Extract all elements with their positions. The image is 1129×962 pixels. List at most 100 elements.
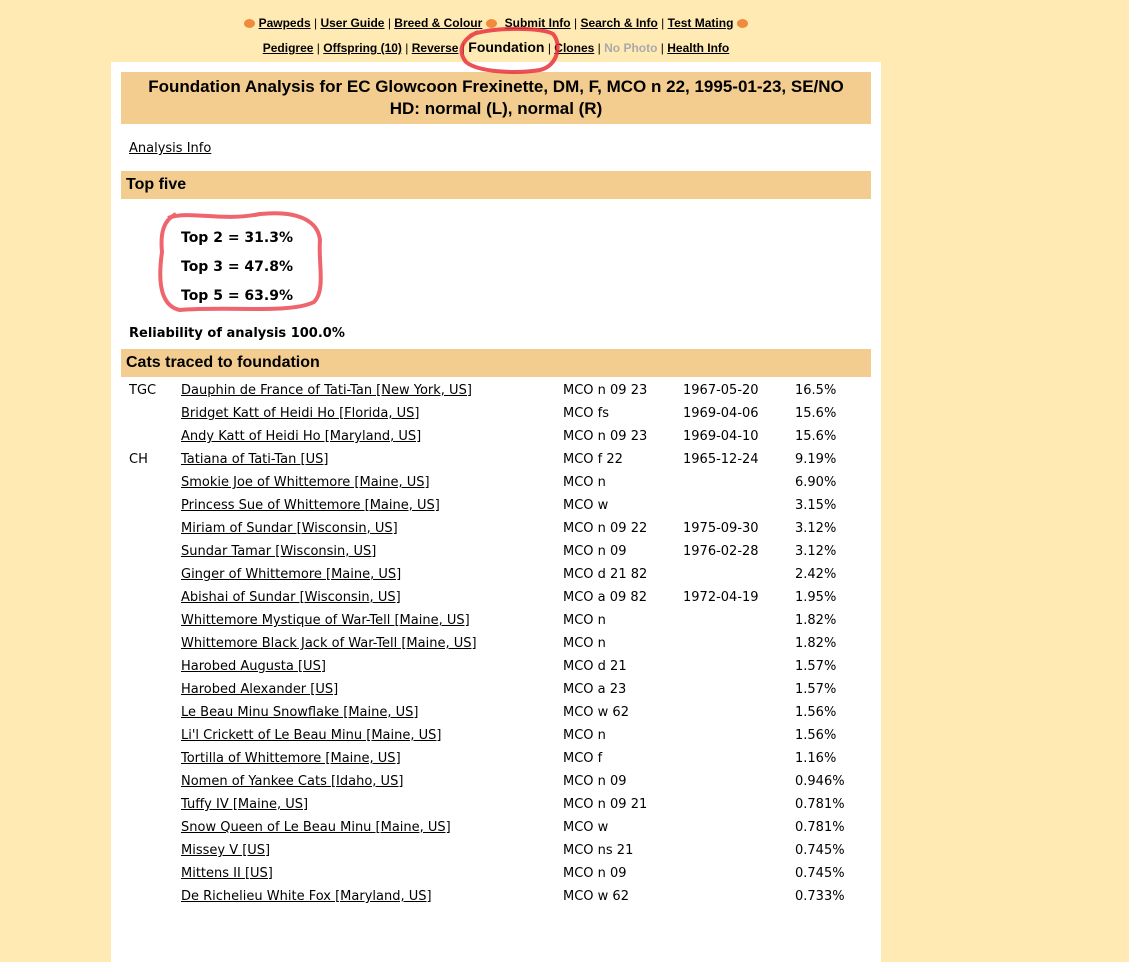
cat-name-link[interactable]: Dauphin de France of Tati-Tan [New York,…: [181, 383, 472, 398]
analysis-info-link[interactable]: Analysis Info: [129, 141, 212, 156]
cat-name-link[interactable]: Snow Queen of Le Beau Minu [Maine, US]: [181, 820, 451, 835]
cat-percentage: 1.57%: [795, 659, 837, 674]
cat-breed: MCO w: [563, 820, 609, 835]
cat-name-link[interactable]: Mittens II [US]: [181, 866, 273, 881]
title-line-1: Foundation Analysis for EC Glowcoon Frex…: [148, 77, 844, 96]
cat-title: TGC: [129, 383, 157, 398]
reliability-text: Reliability of analysis 100.0%: [129, 326, 345, 341]
cat-percentage: 0.781%: [795, 797, 845, 812]
cat-title: CH: [129, 452, 148, 467]
cat-breed: MCO n 09 23: [563, 429, 648, 444]
page-title: Foundation Analysis for EC Glowcoon Frex…: [121, 72, 871, 124]
cat-name-link[interactable]: Sundar Tamar [Wisconsin, US]: [181, 544, 377, 559]
nav-offspring[interactable]: Offspring (10): [323, 41, 402, 55]
cat-name-link[interactable]: Whittemore Black Jack of War-Tell [Maine…: [181, 636, 477, 651]
cat-percentage: 1.57%: [795, 682, 837, 697]
cat-breed: MCO n 09: [563, 544, 627, 559]
cat-percentage: 1.95%: [795, 590, 837, 605]
top-3-value: Top 3 = 47.8%: [181, 259, 293, 275]
nav-foundation-current: Foundation: [468, 39, 545, 55]
cat-percentage: 0.733%: [795, 889, 845, 904]
cat-percentage: 1.16%: [795, 751, 837, 766]
nav-health-info[interactable]: Health Info: [667, 41, 730, 55]
cat-percentage: 2.42%: [795, 567, 837, 582]
pedigree-nav: Pedigree | Offspring (10) | Reverse | Fo…: [262, 39, 730, 55]
cat-percentage: 1.56%: [795, 705, 837, 720]
cat-name-link[interactable]: Tuffy IV [Maine, US]: [181, 797, 309, 812]
cat-name-link[interactable]: Missey V [US]: [181, 843, 271, 858]
nav-pedigree[interactable]: Pedigree: [262, 41, 314, 55]
cat-percentage: 1.56%: [795, 728, 837, 743]
cat-name-link[interactable]: Princess Sue of Whittemore [Maine, US]: [181, 498, 440, 513]
cat-breed: MCO n 09 22: [563, 521, 648, 536]
cat-name-link[interactable]: Andy Katt of Heidi Ho [Maryland, US]: [181, 429, 422, 444]
cat-breed: MCO d 21: [563, 659, 627, 674]
top-five-heading: Top five: [121, 171, 871, 199]
cat-breed: MCO a 09 82: [563, 590, 647, 605]
cat-percentage: 6.90%: [795, 475, 837, 490]
nav-search-info[interactable]: Search & Info: [580, 16, 658, 30]
cat-breed: MCO n: [563, 613, 606, 628]
nav-test-mating[interactable]: Test Mating: [667, 16, 734, 30]
nav-user-guide[interactable]: User Guide: [320, 16, 385, 30]
cat-percentage: 0.946%: [795, 774, 845, 789]
cat-percentage: 1.82%: [795, 613, 837, 628]
cat-birthdate: 1969-04-06: [683, 406, 759, 421]
cat-name-link[interactable]: De Richelieu White Fox [Maryland, US]: [181, 889, 432, 904]
nav-submit-info[interactable]: Submit Info: [504, 16, 571, 30]
cat-percentage: 15.6%: [795, 406, 837, 421]
cat-percentage: 15.6%: [795, 429, 837, 444]
cat-breed: MCO n 09 21: [563, 797, 648, 812]
cat-percentage: 3.15%: [795, 498, 837, 513]
cat-breed: MCO w 62: [563, 889, 629, 904]
cat-breed: MCO n 09: [563, 866, 627, 881]
title-line-2: HD: normal (L), normal (R): [389, 99, 603, 118]
cat-breed: MCO n: [563, 728, 606, 743]
nav-pawpeds[interactable]: Pawpeds: [258, 16, 311, 30]
cat-percentage: 0.781%: [795, 820, 845, 835]
cat-name-link[interactable]: Li'l Crickett of Le Beau Minu [Maine, US…: [181, 728, 442, 743]
cats-heading: Cats traced to foundation: [121, 349, 871, 377]
cat-birthdate: 1969-04-10: [683, 429, 759, 444]
cat-name-link[interactable]: Abishai of Sundar [Wisconsin, US]: [181, 590, 401, 605]
cat-name-link[interactable]: Nomen of Yankee Cats [Idaho, US]: [181, 774, 404, 789]
cat-birthdate: 1967-05-20: [683, 383, 759, 398]
cat-name-link[interactable]: Miriam of Sundar [Wisconsin, US]: [181, 521, 398, 536]
cat-name-link[interactable]: Ginger of Whittemore [Maine, US]: [181, 567, 402, 582]
cat-birthdate: 1965-12-24: [683, 452, 759, 467]
cat-name-link[interactable]: Whittemore Mystique of War-Tell [Maine, …: [181, 613, 470, 628]
paw-icon: [486, 19, 498, 29]
cat-breed: MCO w 62: [563, 705, 629, 720]
cat-breed: MCO f: [563, 751, 603, 766]
cat-name-link[interactable]: Harobed Alexander [US]: [181, 682, 339, 697]
nav-breed-colour[interactable]: Breed & Colour: [394, 16, 483, 30]
cat-percentage: 0.745%: [795, 843, 845, 858]
content-panel: Foundation Analysis for EC Glowcoon Frex…: [111, 62, 881, 962]
cat-name-link[interactable]: Tatiana of Tati-Tan [US]: [181, 452, 329, 467]
cat-percentage: 9.19%: [795, 452, 837, 467]
top-2-value: Top 2 = 31.3%: [181, 230, 293, 246]
cat-name-link[interactable]: Smokie Joe of Whittemore [Maine, US]: [181, 475, 430, 490]
cat-name-link[interactable]: Tortilla of Whittemore [Maine, US]: [181, 751, 401, 766]
cat-breed: MCO n 09 23: [563, 383, 648, 398]
cat-breed: MCO w: [563, 498, 609, 513]
nav-clones[interactable]: Clones: [554, 41, 595, 55]
cat-percentage: 16.5%: [795, 383, 837, 398]
cat-breed: MCO n: [563, 636, 606, 651]
cat-percentage: 3.12%: [795, 521, 837, 536]
cat-name-link[interactable]: Le Beau Minu Snowflake [Maine, US]: [181, 705, 419, 720]
cat-breed: MCO a 23: [563, 682, 627, 697]
cat-breed: MCO f 22: [563, 452, 623, 467]
cat-birthdate: 1976-02-28: [683, 544, 759, 559]
cat-name-link[interactable]: Bridget Katt of Heidi Ho [Florida, US]: [181, 406, 420, 421]
top-5-value: Top 5 = 63.9%: [181, 288, 293, 304]
cat-birthdate: 1972-04-19: [683, 590, 759, 605]
cat-percentage: 3.12%: [795, 544, 837, 559]
nav-reverse[interactable]: Reverse: [411, 41, 459, 55]
paw-icon: [243, 19, 255, 29]
cat-breed: MCO fs: [563, 406, 610, 421]
top-nav: Pawpeds | User Guide | Breed & Colour Su…: [0, 16, 992, 30]
cat-name-link[interactable]: Harobed Augusta [US]: [181, 659, 326, 674]
cat-breed: MCO n 09: [563, 774, 627, 789]
paw-icon: [737, 19, 749, 29]
